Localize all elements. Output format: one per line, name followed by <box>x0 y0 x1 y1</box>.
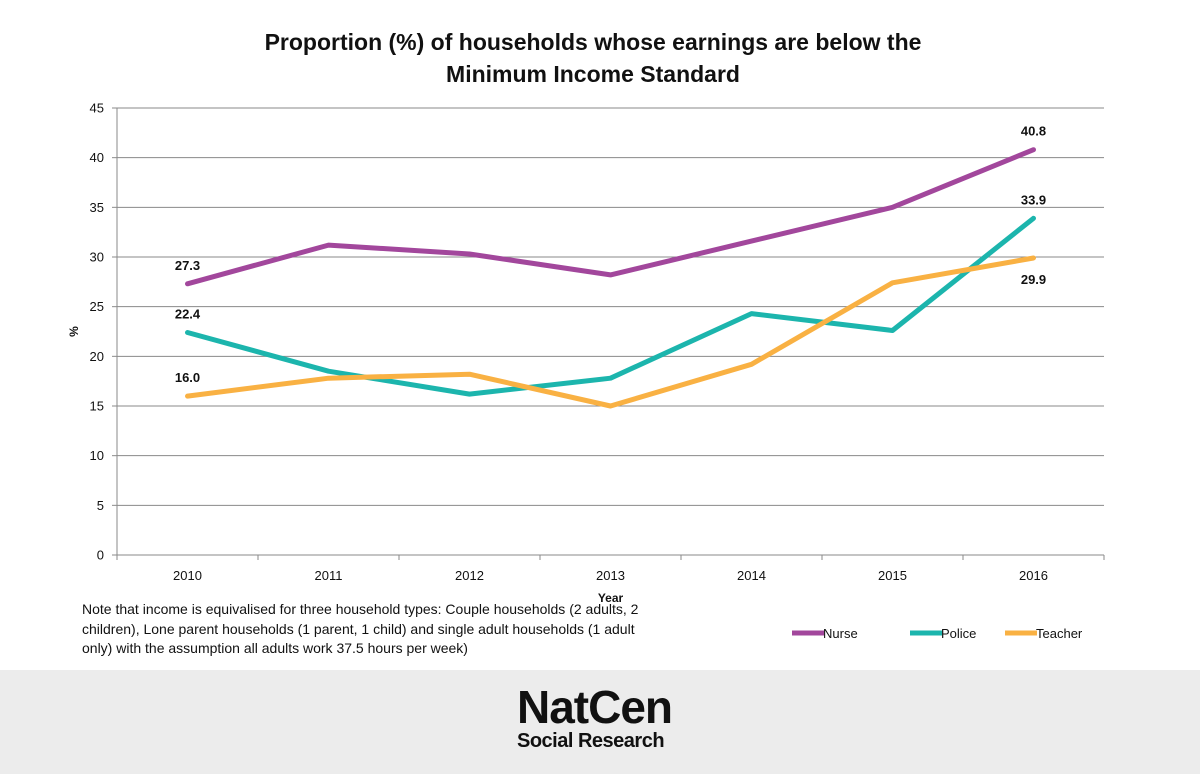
data-label: 33.9 <box>1021 192 1046 207</box>
y-tick-label: 25 <box>90 299 104 314</box>
line-chart: 0 5 10 15 20 25 30 35 40 45 2010 2011 2012 2013 2014 20… <box>67 101 1105 641</box>
x-tick-label: 2016 <box>1019 568 1048 583</box>
x-axis-title: Year <box>598 591 624 605</box>
legend-label-teacher: Teacher <box>1036 626 1083 641</box>
legend-label-nurse: Nurse <box>823 626 858 641</box>
y-tick-label: 45 <box>90 101 104 116</box>
x-tick-label: 2014 <box>737 568 766 583</box>
data-label: 27.3 <box>175 258 200 273</box>
data-label: 29.9 <box>1021 272 1046 287</box>
y-tick-label: 0 <box>97 548 104 563</box>
data-label: 16.0 <box>175 370 200 385</box>
x-tick-label: 2015 <box>878 568 907 583</box>
chart-title: Proportion (%) of households whose earni… <box>0 26 1186 90</box>
y-tick-label: 35 <box>90 200 104 215</box>
y-tick-label: 40 <box>90 150 104 165</box>
data-label: 40.8 <box>1021 124 1046 139</box>
y-tick-label: 10 <box>90 448 104 463</box>
footnote: Note that income is equivalised for thre… <box>82 601 639 656</box>
y-tick-label: 5 <box>97 498 104 513</box>
y-tick-label: 15 <box>90 399 104 414</box>
natcen-logo: NatCen Social Research <box>517 681 673 752</box>
chart-title-line-2: Minimum Income Standard <box>446 61 740 87</box>
logo-sub-text: Social Research <box>517 730 665 752</box>
series-line-nurse <box>185 147 1036 287</box>
legend-label-police: Police <box>941 626 976 641</box>
y-axis-title: % <box>67 326 81 337</box>
data-label: 22.4 <box>175 306 201 321</box>
footer-band: NatCen Social Research <box>0 670 1200 774</box>
chart-title-line-1: Proportion (%) of households whose earni… <box>264 29 922 55</box>
series-line-teacher <box>185 255 1036 409</box>
y-tick-label: 30 <box>90 250 104 265</box>
logo-main-text: NatCen <box>517 681 673 733</box>
x-tick-label: 2012 <box>455 568 484 583</box>
y-tick-label: 20 <box>90 349 104 364</box>
series-line-police <box>185 215 1036 397</box>
x-tick-label: 2011 <box>315 568 343 583</box>
x-tick-label: 2013 <box>596 568 625 583</box>
x-tick-label: 2010 <box>173 568 202 583</box>
